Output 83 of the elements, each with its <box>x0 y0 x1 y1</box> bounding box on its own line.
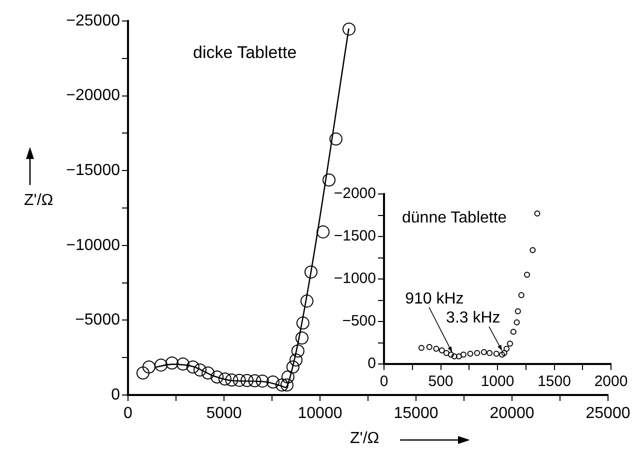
point <box>534 210 540 217</box>
point <box>275 378 288 392</box>
point <box>486 350 493 356</box>
point <box>510 328 516 335</box>
point <box>218 372 232 386</box>
point <box>514 308 521 314</box>
y-tick-label: −10000 <box>66 236 120 254</box>
point <box>142 360 156 374</box>
point <box>225 374 238 387</box>
point <box>202 366 215 380</box>
y-tick-label: −5000 <box>75 312 120 329</box>
point <box>266 375 280 388</box>
point <box>194 364 206 377</box>
x-tick-label: 15000 <box>394 405 438 422</box>
point <box>480 349 487 356</box>
point <box>186 360 200 374</box>
point <box>154 358 168 372</box>
x-axis-title: Z'/Ω <box>350 430 380 448</box>
point <box>493 350 500 357</box>
point <box>165 356 178 370</box>
point <box>286 360 300 374</box>
point <box>433 346 440 352</box>
x-tick-label: 2000 <box>594 373 628 390</box>
y-axis-title: Z'/Ω <box>24 192 54 210</box>
point <box>281 370 294 384</box>
x-tick-label: 20000 <box>490 405 534 422</box>
y-tick-label: −2000 <box>334 185 376 202</box>
point <box>136 366 150 380</box>
point <box>501 350 508 356</box>
point <box>426 344 432 350</box>
point <box>248 374 262 388</box>
point <box>506 340 513 347</box>
y-tick-label: −25000 <box>66 12 120 30</box>
point <box>474 350 480 356</box>
point <box>291 344 304 358</box>
annotation: 910 kHz <box>405 290 464 308</box>
x-tick-label: 10000 <box>298 405 342 422</box>
point <box>438 347 445 354</box>
annotation: dicke Tablette <box>193 43 297 62</box>
point <box>504 346 510 352</box>
y-tick-label: −20000 <box>66 87 120 104</box>
point <box>232 374 246 387</box>
y-tick-label: −1500 <box>334 228 376 245</box>
annotation: 3.3 kHz <box>446 310 500 327</box>
x-tick-label: 25000 <box>586 405 630 422</box>
x-tick-label: 0 <box>124 405 133 422</box>
point <box>322 174 336 187</box>
point <box>524 272 530 278</box>
point <box>176 358 190 371</box>
point <box>304 266 318 279</box>
point <box>210 370 224 384</box>
point <box>329 132 342 146</box>
point <box>443 350 450 356</box>
point <box>467 350 474 357</box>
annotation: dünne Tablette <box>402 209 507 226</box>
y-tick-label: 0 <box>111 386 120 404</box>
point <box>448 352 454 358</box>
point <box>418 344 424 351</box>
point <box>530 247 536 254</box>
y-tick-label: −15000 <box>66 162 120 180</box>
point <box>300 294 314 308</box>
point <box>456 353 462 360</box>
x-tick-label: 0 <box>380 373 388 390</box>
point <box>514 319 520 326</box>
x-tick-label: 500 <box>428 373 454 390</box>
point <box>499 352 506 358</box>
point <box>296 316 310 330</box>
point <box>342 22 356 36</box>
point <box>290 353 302 366</box>
y-tick-label: −1000 <box>334 270 376 288</box>
x-tick-label: 5000 <box>206 405 242 422</box>
y-tick-label: 0 <box>368 355 376 372</box>
point <box>240 374 254 387</box>
point <box>256 374 269 388</box>
point <box>280 378 294 392</box>
point <box>518 292 524 298</box>
x-tick-label: 1000 <box>480 373 514 390</box>
x-tick-label: 1500 <box>538 373 571 390</box>
point <box>295 332 308 345</box>
y-tick-label: −500 <box>342 312 376 330</box>
point <box>451 353 458 360</box>
point <box>460 352 466 358</box>
point <box>316 225 330 238</box>
